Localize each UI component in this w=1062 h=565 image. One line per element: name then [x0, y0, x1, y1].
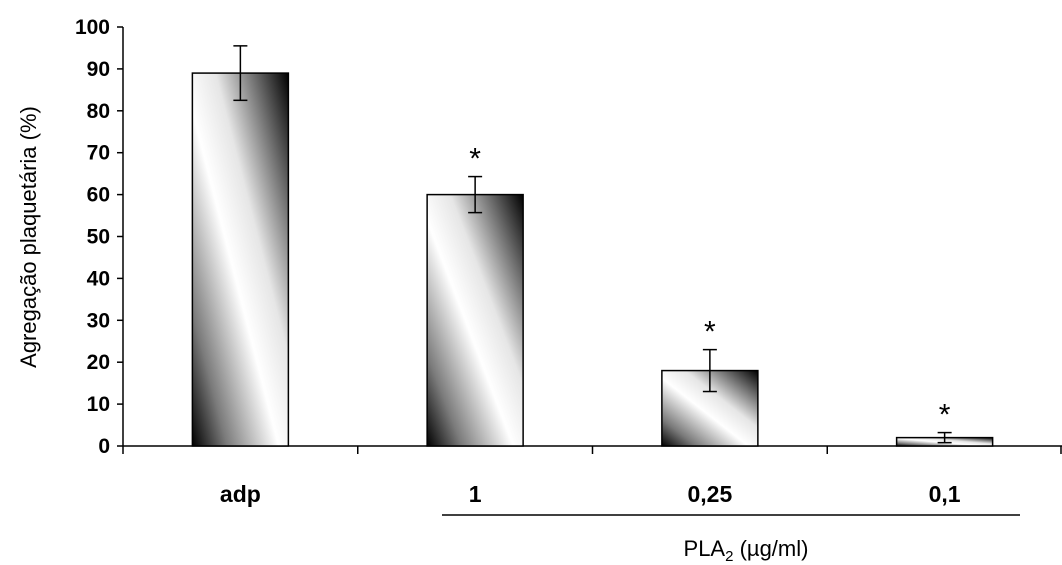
y-tick-label: 70 — [87, 142, 110, 165]
y-tick-label: 60 — [87, 184, 110, 207]
y-tick-label: 100 — [75, 16, 110, 39]
y-axis: 0 10 20 30 40 50 60 70 80 90 100 — [75, 16, 124, 458]
y-axis-label: Agregação plaquetária (%) — [16, 106, 41, 368]
error-bars — [233, 45, 952, 444]
y-tick-label: 50 — [87, 226, 110, 249]
bar-adp — [191, 72, 290, 447]
y-tick-label: 40 — [87, 267, 110, 290]
group-label-subscript: 2 — [725, 548, 733, 565]
y-tick-label: 90 — [87, 58, 110, 81]
significance-star: * — [469, 143, 481, 176]
group-label-main: PLA — [684, 536, 726, 561]
x-tick-label: 0,25 — [687, 481, 732, 507]
y-tick-label: 30 — [87, 309, 110, 332]
x-axis: adp 1 0,25 0,1 — [122, 445, 1062, 507]
y-tick-label: 0 — [98, 435, 110, 458]
x-tick-label: 1 — [469, 481, 482, 507]
significance-markers: * * * — [469, 143, 951, 432]
y-tick-label: 20 — [87, 351, 110, 374]
y-tick-label: 80 — [87, 100, 110, 123]
bar-1 — [426, 193, 524, 447]
bars — [191, 72, 994, 447]
significance-star: * — [704, 316, 716, 349]
group-label-suffix: (µg/ml) — [733, 536, 808, 561]
x-tick-label: 0,1 — [929, 481, 961, 507]
group-label: PLA2 (µg/ml) — [684, 536, 809, 565]
significance-star: * — [939, 399, 951, 432]
x-tick-label: adp — [220, 481, 261, 507]
y-tick-label: 10 — [87, 393, 110, 416]
